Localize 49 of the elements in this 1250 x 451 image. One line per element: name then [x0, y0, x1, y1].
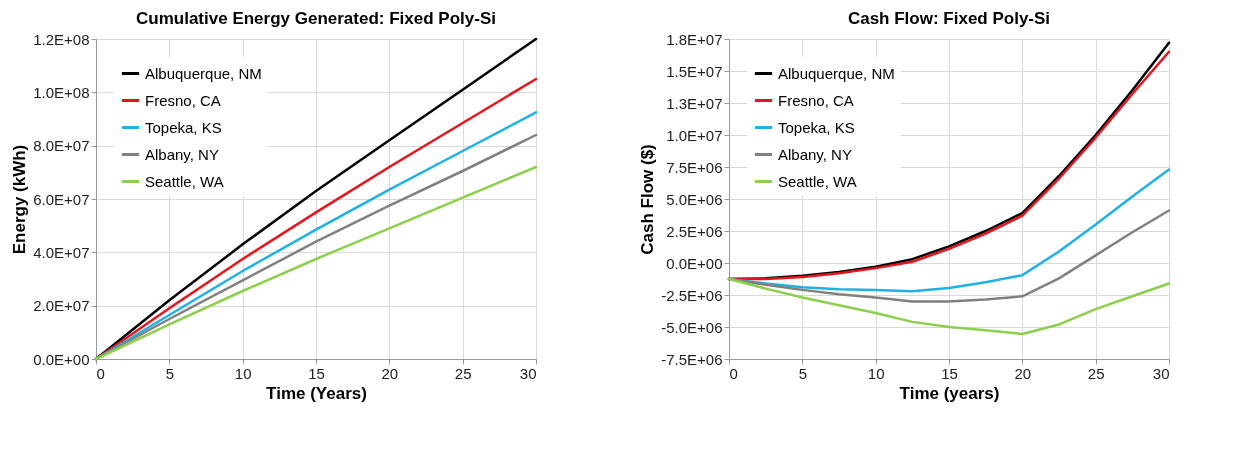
y-tick-label: 1.0E+08: [33, 83, 90, 101]
y-tick-label: 7.5E+06: [666, 158, 723, 176]
legend-label: Seattle, WA: [145, 172, 224, 190]
legend-label: Albany, NY: [145, 145, 219, 163]
x-tick-label: 30: [1152, 364, 1170, 382]
x-axis-title: Time (Years): [266, 383, 367, 403]
y-tick-label: 1.0E+07: [666, 126, 723, 144]
y-axis-title: Cash Flow ($): [638, 144, 658, 255]
y-tick-label: 1.3E+07: [666, 94, 723, 112]
y-tick-label: 2.5E+06: [666, 222, 723, 240]
legend-label: Seattle, WA: [778, 172, 857, 190]
legend-label: Albuquerque, NM: [778, 64, 895, 82]
y-tick-label: 5.0E+06: [666, 190, 723, 208]
legend-label: Fresno, CA: [778, 91, 854, 109]
x-tick-label: 30: [519, 364, 537, 382]
y-tick-label: 8.0E+07: [33, 137, 90, 155]
y-tick-label: 0.0E+00: [666, 254, 723, 272]
x-tick-label: 15: [308, 364, 325, 382]
legend-label: Topeka, KS: [778, 118, 855, 136]
y-tick-label: 2.0E+07: [33, 297, 90, 315]
y-tick-label: 1.8E+07: [666, 30, 723, 48]
x-tick-label: 0: [96, 364, 105, 382]
y-tick-label: -2.5E+06: [661, 286, 723, 304]
x-tick-label: 20: [381, 364, 399, 382]
legend-label: Topeka, KS: [145, 118, 222, 136]
y-tick-label: -5.0E+06: [661, 318, 723, 336]
x-axis-title: Time (years): [899, 383, 1000, 403]
chart-title: Cumulative Energy Generated: Fixed Poly-Si: [136, 9, 496, 28]
chart-title: Cash Flow: Fixed Poly-Si: [847, 9, 1051, 28]
legend-label: Fresno, CA: [145, 91, 221, 109]
x-tick-label: 5: [798, 364, 808, 382]
y-tick-label: 0.0E+00: [33, 350, 90, 368]
y-tick-label: 6.0E+07: [33, 190, 90, 208]
x-tick-label: 10: [234, 364, 252, 382]
legend-label: Albany, NY: [778, 145, 852, 163]
x-tick-label: 20: [1014, 364, 1032, 382]
line-series: [727, 277, 1171, 336]
x-tick-label: 0: [729, 364, 738, 382]
y-axis-title: Energy (kWh): [10, 144, 30, 255]
y-tick-label: 4.0E+07: [33, 243, 90, 261]
x-tick-label: 15: [941, 364, 958, 382]
x-tick-label: 10: [867, 364, 885, 382]
y-tick-label: 1.5E+07: [666, 62, 723, 80]
x-tick-label: 25: [454, 364, 472, 382]
y-tick-label: 1.2E+08: [33, 30, 90, 48]
legend-label: Albuquerque, NM: [145, 64, 262, 82]
x-tick-label: 25: [1087, 364, 1105, 382]
y-tick-label: -7.5E+06: [661, 350, 723, 368]
x-tick-label: 5: [165, 364, 175, 382]
